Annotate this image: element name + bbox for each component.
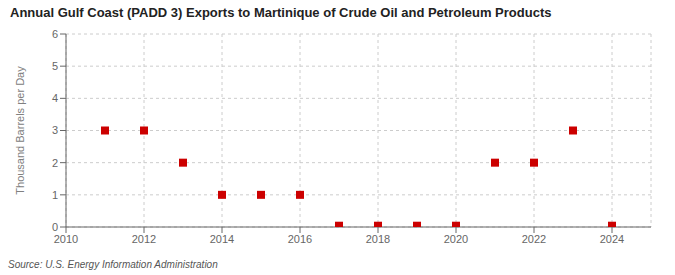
svg-text:Thousand Barrels per Day: Thousand Barrels per Day: [14, 66, 26, 195]
html-text:Annual Gulf Coast (PADD 3) Exp: Annual Gulf Coast (PADD 3) Exports to Ma…: [10, 5, 552, 20]
svg-text:2022: 2022: [522, 233, 546, 245]
svg-text:2020: 2020: [444, 233, 468, 245]
svg-text:2010: 2010: [54, 233, 78, 245]
html-text:Source: U.S. Energy Informatio: Source: U.S. Energy Information Administ…: [8, 259, 218, 270]
svg-text:2024: 2024: [600, 233, 624, 245]
svg-text:2016: 2016: [288, 233, 312, 245]
svg-text:2: 2: [52, 157, 58, 169]
svg-text:3: 3: [52, 124, 58, 136]
svg-text:2012: 2012: [132, 233, 156, 245]
svg-text:4: 4: [52, 92, 58, 104]
svg-text:2014: 2014: [210, 233, 234, 245]
svg-text:1: 1: [52, 189, 58, 201]
svg-text:0: 0: [52, 221, 58, 233]
svg-text:5: 5: [52, 60, 58, 72]
svg-text:6: 6: [52, 28, 58, 40]
svg-text:2018: 2018: [366, 233, 390, 245]
